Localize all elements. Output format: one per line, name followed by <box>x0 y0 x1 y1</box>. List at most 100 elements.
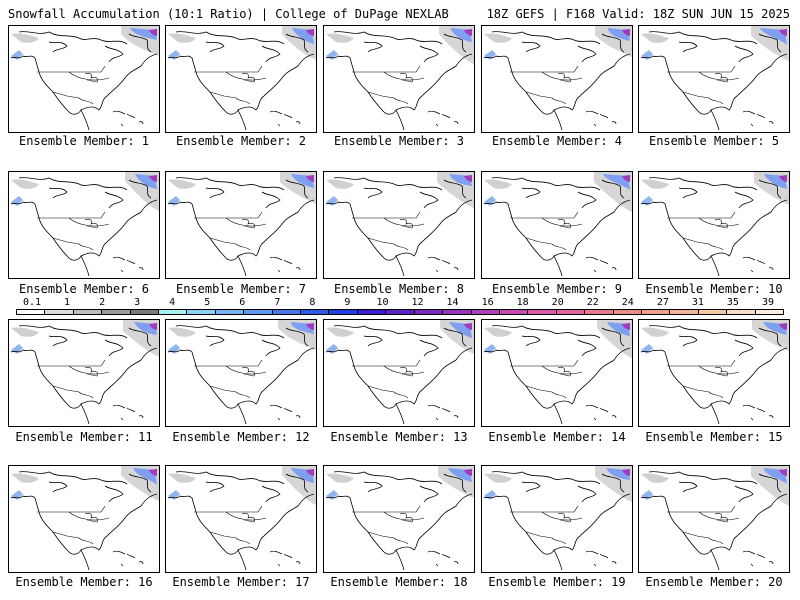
political-borders <box>37 65 110 105</box>
colorbar-swatches <box>16 309 784 315</box>
coastline <box>167 53 315 131</box>
snow-area-coast <box>11 490 23 500</box>
arctic-coastline <box>175 471 309 503</box>
map-frame <box>165 25 317 133</box>
snow-area-heavy <box>779 29 787 36</box>
great-lakes <box>399 218 413 229</box>
snow-area-heavy <box>306 175 314 182</box>
colorbar-label: 3 <box>134 297 141 308</box>
member-caption: Ensemble Member: 17 <box>172 575 310 589</box>
map-frame <box>638 465 790 573</box>
colorbar-swatch <box>698 310 728 314</box>
snow-area-heavy <box>779 323 787 330</box>
colorbar-swatch <box>727 310 756 314</box>
caribbean-islands <box>585 550 617 567</box>
arctic-coastline <box>491 177 625 209</box>
map-frame <box>165 319 317 427</box>
ensemble-member-map <box>8 465 160 573</box>
member-caption: Ensemble Member: 12 <box>172 430 310 444</box>
political-borders <box>352 211 425 251</box>
snow-area-heavy <box>464 175 472 182</box>
caribbean-islands <box>585 404 617 421</box>
colorbar-swatch <box>755 310 783 314</box>
colorbar-swatch <box>301 310 330 314</box>
member-caption: Ensemble Member: 19 <box>488 575 626 589</box>
snow-area-coast <box>326 490 338 500</box>
map-frame <box>481 319 633 427</box>
ensemble-member-map <box>8 25 160 133</box>
snow-area-coast <box>168 196 180 206</box>
colorbar-swatch <box>613 310 642 314</box>
snow-area-west <box>641 327 669 337</box>
snow-area-west <box>168 179 196 189</box>
colorbar-swatch <box>499 310 529 314</box>
coastline <box>483 347 631 425</box>
snow-area-west <box>326 473 354 483</box>
ensemble-member-map <box>481 465 633 573</box>
snow-area-coast <box>484 344 496 354</box>
coastline <box>483 53 631 131</box>
great-lakes <box>557 512 571 523</box>
caribbean-islands <box>269 550 301 567</box>
coastline <box>640 53 788 131</box>
north-america-map <box>483 172 632 277</box>
coastline <box>10 199 158 277</box>
ensemble-member-map <box>638 171 790 279</box>
great-lakes <box>84 512 98 523</box>
great-lakes <box>714 366 728 377</box>
map-frame <box>8 319 160 427</box>
colorbar-swatch <box>471 310 500 314</box>
north-america-map <box>10 172 159 277</box>
colorbar-swatch <box>73 310 103 314</box>
political-borders <box>352 359 425 399</box>
snow-area-heavy <box>306 469 314 476</box>
snow-area-coast <box>168 50 180 60</box>
snow-area-coast <box>326 196 338 206</box>
snow-area-west <box>326 179 354 189</box>
arctic-coastline <box>18 31 152 63</box>
snow-area-heavy <box>306 29 314 36</box>
colorbar-label: 7 <box>274 297 281 308</box>
colorbar-swatch <box>329 310 358 314</box>
ensemble-member-map <box>165 171 317 279</box>
snow-area-west <box>168 473 196 483</box>
coastline <box>325 53 473 131</box>
arctic-coastline <box>491 471 625 503</box>
member-caption: Ensemble Member: 18 <box>330 575 468 589</box>
snow-area-heavy <box>622 29 630 36</box>
colorbar-swatch <box>17 310 46 314</box>
north-america-map <box>483 26 632 131</box>
arctic-coastline <box>18 471 152 503</box>
snow-area-coast <box>168 490 180 500</box>
caribbean-islands <box>427 550 459 567</box>
snow-area-heavy <box>622 175 630 182</box>
north-america-map <box>640 172 789 277</box>
member-caption: Ensemble Member: 1 <box>18 134 150 148</box>
great-lakes <box>241 366 255 377</box>
political-borders <box>510 211 583 251</box>
ensemble-member-map <box>638 25 790 133</box>
member-caption: Ensemble Member: 15 <box>645 430 783 444</box>
great-lakes <box>714 218 728 229</box>
coastline <box>167 493 315 571</box>
member-caption: Ensemble Member: 11 <box>15 430 153 444</box>
colorbar-swatch <box>528 310 557 314</box>
coastline <box>640 493 788 571</box>
north-america-map <box>325 466 474 571</box>
arctic-coastline <box>175 325 309 357</box>
ensemble-member-map <box>481 171 633 279</box>
ensemble-member-map <box>638 465 790 573</box>
snow-area-heavy <box>149 175 157 182</box>
great-lakes <box>241 218 255 229</box>
north-america-map <box>167 466 316 571</box>
snow-area-heavy <box>149 469 157 476</box>
snow-area-west <box>11 33 39 43</box>
snow-area-coast <box>326 344 338 354</box>
political-borders <box>37 211 110 251</box>
snow-area-west <box>484 33 512 43</box>
north-america-map <box>10 320 159 425</box>
north-america-map <box>483 466 632 571</box>
map-frame <box>323 465 475 573</box>
colorbar-swatch <box>585 310 614 314</box>
member-caption: Ensemble Member: 16 <box>15 575 153 589</box>
